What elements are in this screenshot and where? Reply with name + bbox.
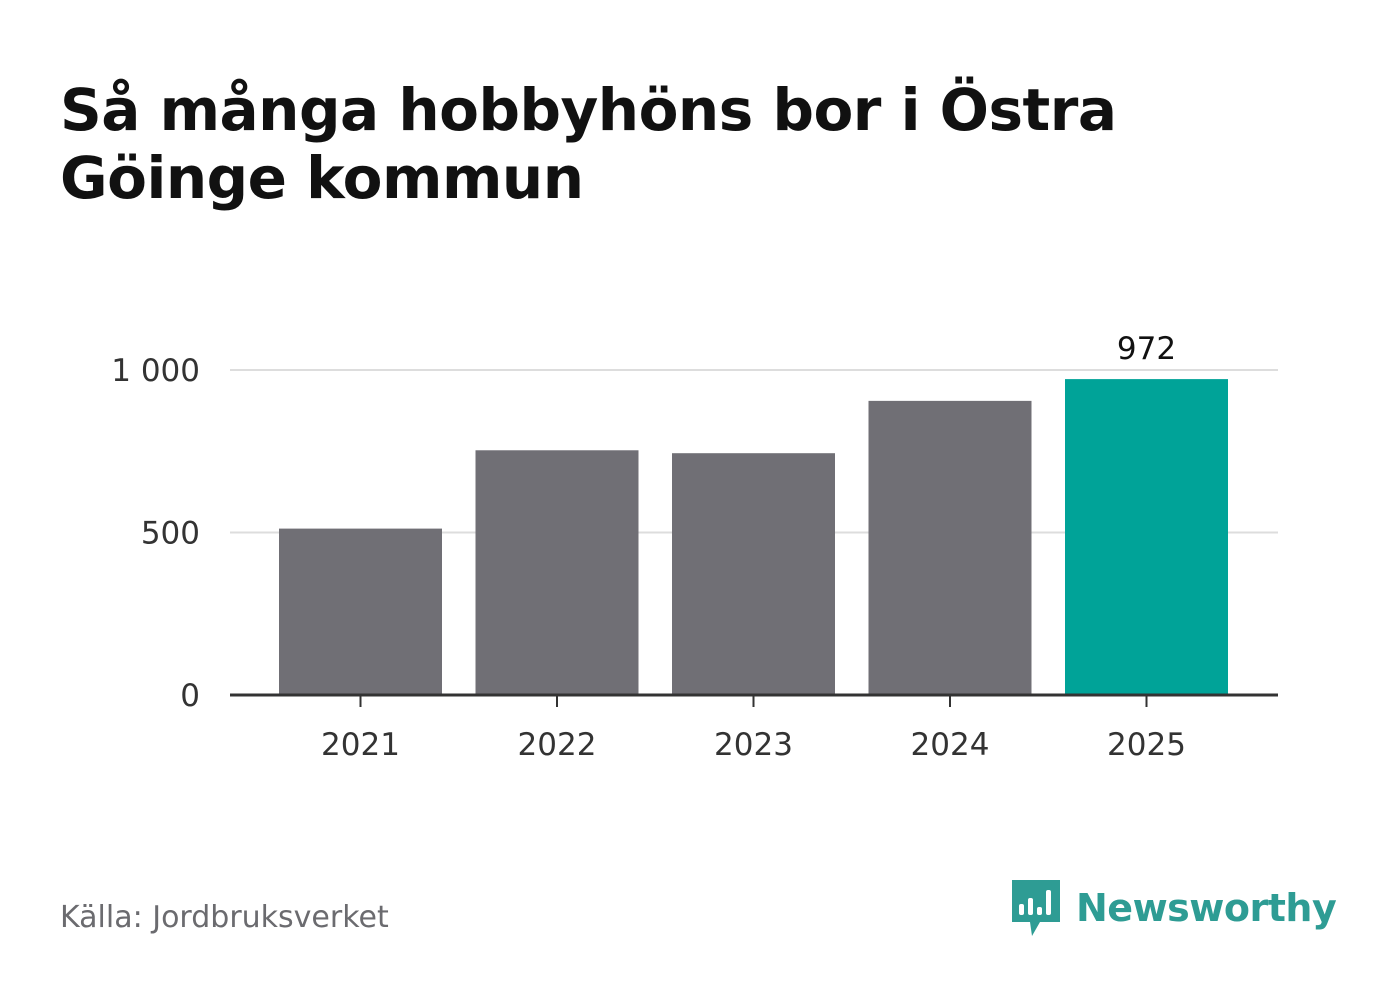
bar-2022	[475, 450, 639, 695]
x-tick-label: 2022	[518, 727, 597, 763]
x-tick-label: 2021	[321, 727, 400, 763]
labels: 0 500 1 000 2021 2022 2023 2024 2025 972	[111, 331, 1186, 763]
brand-name: Newsworthy	[1076, 886, 1337, 930]
y-tick-label: 500	[141, 516, 200, 552]
brand-logo: Newsworthy	[1010, 878, 1337, 938]
bars	[279, 379, 1228, 695]
newsworthy-logo-icon	[1012, 880, 1060, 936]
bar-2021	[279, 528, 442, 695]
x-tick-label: 2025	[1107, 727, 1186, 763]
axes	[230, 693, 1278, 707]
y-tick-label: 1 000	[111, 353, 200, 389]
chart-title: Så många hobbyhöns bor i Östra Göinge ko…	[60, 76, 1117, 212]
x-tick-label: 2023	[714, 727, 793, 763]
bar-2025	[1065, 379, 1228, 695]
data-label: 972	[1117, 331, 1176, 367]
x-tick-label: 2024	[911, 727, 990, 763]
y-tick-label: 0	[180, 678, 200, 714]
bar-2023	[672, 453, 835, 695]
bar-2024	[868, 400, 1032, 695]
source-note: Källa: Jordbruksverket	[60, 900, 389, 935]
